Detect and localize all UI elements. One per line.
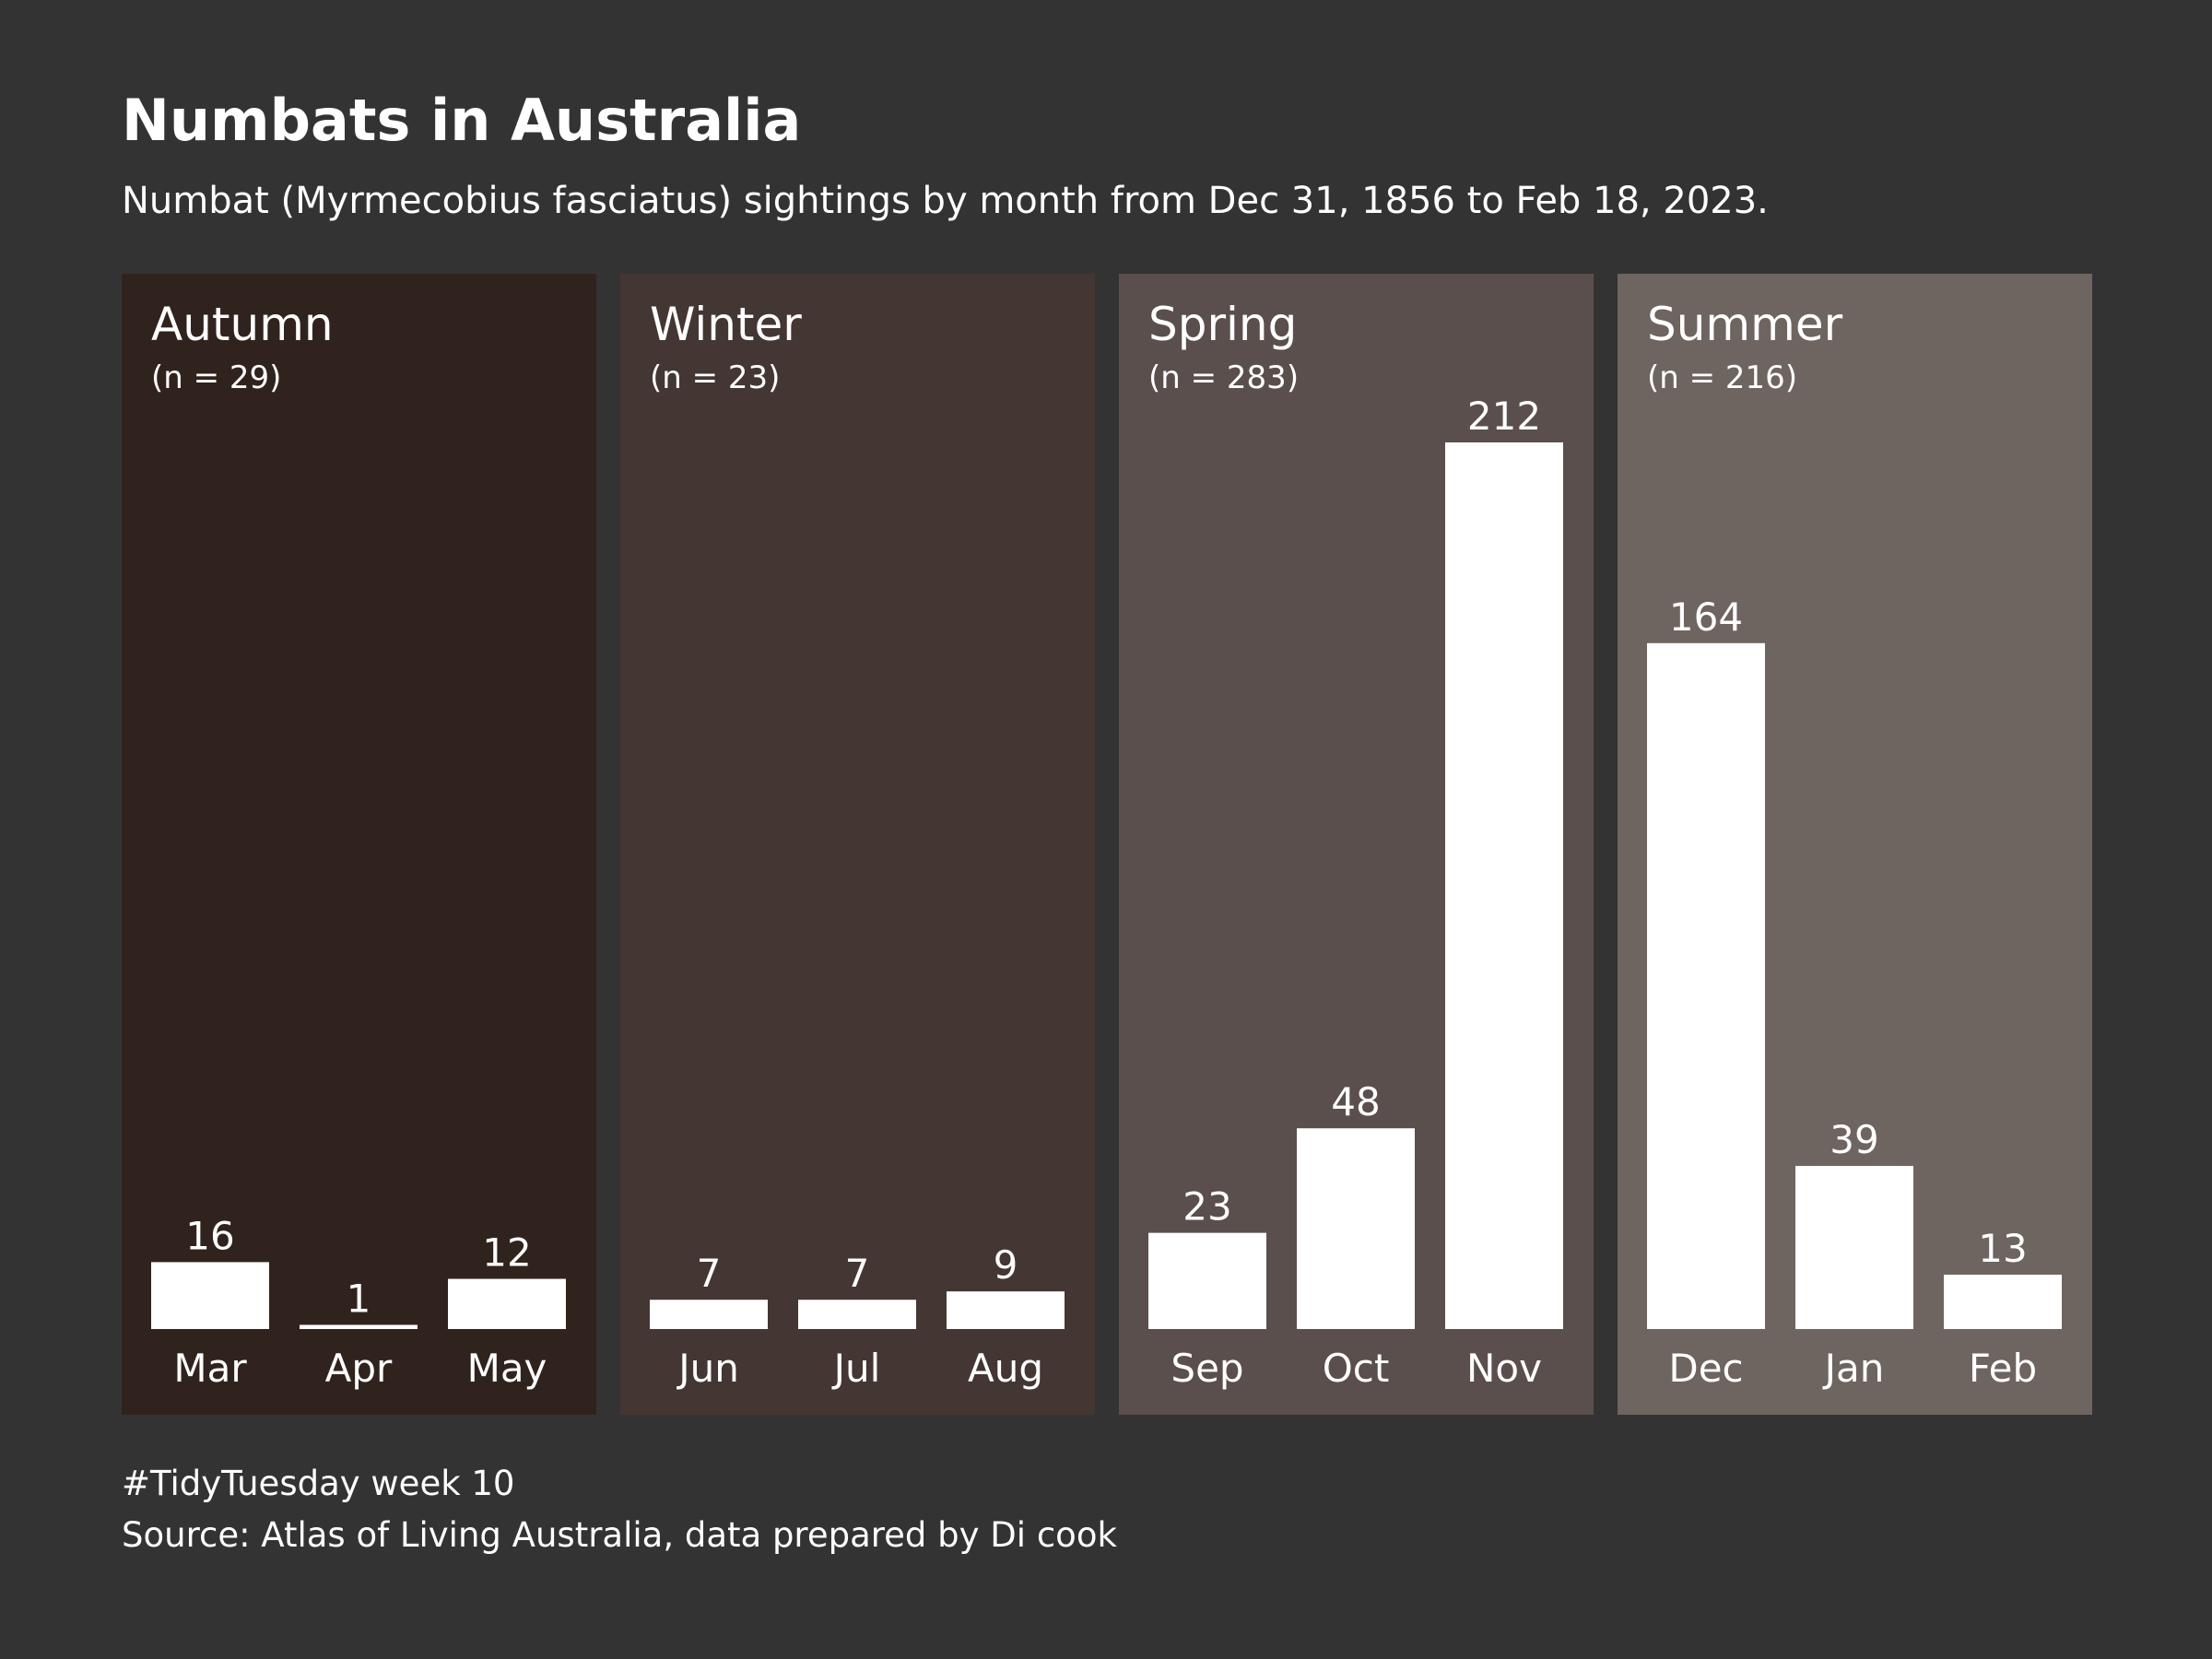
bar-jul	[798, 1300, 916, 1329]
tick-label-may: May	[467, 1346, 547, 1391]
panel-spring: Spring (n = 283) 23 Sep 48 Oct 212 Nov	[1119, 274, 1594, 1415]
data-label-nov: 212	[1467, 394, 1541, 439]
panel-summer: Summer (n = 216) 164 Dec 39 Jan 13 Feb	[1618, 274, 2092, 1415]
panel-season-label: Summer	[1647, 298, 1843, 351]
tick-label-mar: Mar	[173, 1346, 247, 1391]
data-label-feb: 13	[1978, 1226, 2027, 1271]
bar-nov	[1445, 442, 1563, 1329]
data-label-apr: 1	[347, 1276, 371, 1321]
panel-count-label: (n = 23)	[650, 359, 780, 396]
tick-label-aug: Aug	[968, 1346, 1043, 1391]
data-label-jan: 39	[1830, 1117, 1878, 1162]
bar-aug	[947, 1291, 1065, 1329]
panel-autumn: Autumn (n = 29) 16 Mar 1 Apr 12 May	[122, 274, 596, 1415]
bar-dec	[1647, 642, 1765, 1329]
caption-tidytuesday: #TidyTuesday week 10	[122, 1464, 515, 1503]
bar-apr	[300, 1324, 418, 1329]
data-label-dec: 164	[1669, 594, 1743, 640]
data-label-sep: 23	[1182, 1184, 1231, 1230]
data-label-aug: 9	[994, 1242, 1018, 1288]
panel-background-autumn	[122, 274, 596, 1415]
tick-label-jun: Jun	[676, 1346, 739, 1391]
bar-sep	[1148, 1232, 1266, 1329]
tick-label-apr: Apr	[325, 1346, 393, 1391]
chart-caption: #TidyTuesday week 10 Source: Atlas of Li…	[122, 1458, 1117, 1561]
panel-season-label: Spring	[1148, 298, 1297, 351]
bar-feb	[1944, 1275, 2062, 1329]
tick-label-nov: Nov	[1466, 1346, 1542, 1391]
tick-label-jan: Jan	[1822, 1346, 1885, 1391]
chart-subtitle: Numbat (Myrmecobius fasciatus) sightings…	[122, 180, 1769, 222]
data-label-jun: 7	[697, 1251, 722, 1296]
tick-label-sep: Sep	[1171, 1346, 1243, 1391]
data-label-may: 12	[482, 1230, 531, 1276]
bar-jan	[1795, 1166, 1913, 1329]
panel-count-label: (n = 216)	[1647, 359, 1797, 396]
panel-count-label: (n = 29)	[151, 359, 281, 396]
bar-mar	[151, 1262, 269, 1329]
caption-source: Source: Atlas of Living Australia, data …	[122, 1515, 1117, 1555]
tick-label-jul: Jul	[831, 1346, 881, 1391]
data-label-jul: 7	[845, 1251, 870, 1296]
bar-may	[448, 1278, 566, 1329]
chart-title: Numbats in Australia	[122, 87, 802, 154]
panel-background-winter	[620, 274, 1095, 1415]
data-label-oct: 48	[1331, 1079, 1380, 1124]
tick-label-oct: Oct	[1323, 1346, 1390, 1391]
bar-oct	[1297, 1128, 1415, 1329]
tick-label-dec: Dec	[1668, 1346, 1743, 1391]
tick-label-feb: Feb	[1969, 1346, 2037, 1391]
panel-season-label: Autumn	[151, 298, 334, 351]
panel-count-label: (n = 283)	[1148, 359, 1299, 396]
bar-jun	[650, 1300, 768, 1329]
panel-season-label: Winter	[650, 298, 802, 351]
panel-winter: Winter (n = 23) 7 Jun 7 Jul 9 Aug	[620, 274, 1095, 1415]
data-label-mar: 16	[185, 1213, 234, 1258]
